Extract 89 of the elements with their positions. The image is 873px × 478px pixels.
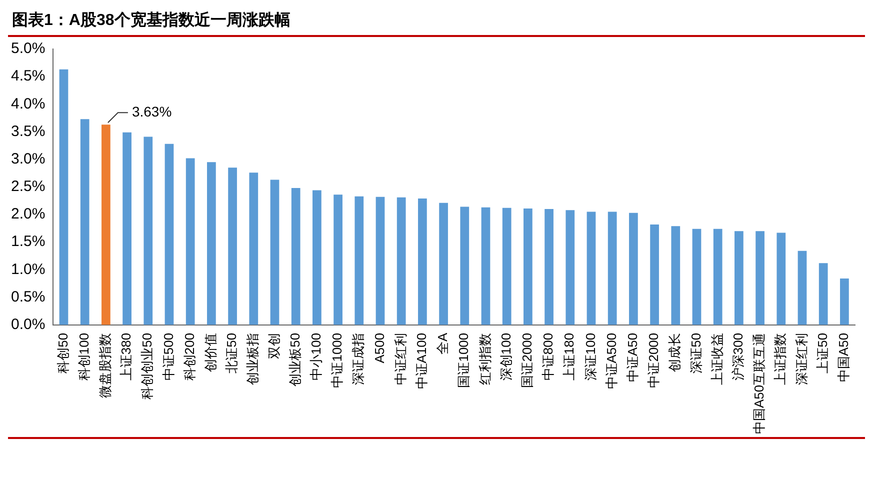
x-tick-label: 国证2000	[520, 332, 535, 388]
x-tick-label: 中国A50	[836, 332, 852, 382]
y-tick-label: 5.0%	[10, 40, 46, 58]
bar	[524, 208, 532, 325]
x-tick-label: 科创200	[182, 332, 197, 381]
x-tick-label: 中证500	[160, 332, 176, 381]
bar	[460, 206, 470, 325]
y-tick-label: 4.5%	[10, 68, 46, 85]
x-tick-label: 深创100	[498, 332, 514, 381]
y-tick-label: 3.0%	[10, 150, 46, 168]
x-tick-label: A500	[372, 332, 387, 364]
y-tick-label: 0.5%	[10, 288, 46, 306]
bar	[502, 208, 512, 325]
bar	[439, 202, 448, 325]
x-tick-label: 全A	[435, 332, 450, 355]
x-tick-label: 中证A500	[604, 332, 619, 390]
x-tick-label: 沪深300	[730, 332, 746, 381]
bar	[776, 232, 786, 325]
bar	[713, 228, 722, 325]
bar	[818, 263, 828, 325]
bar	[102, 124, 110, 325]
bar	[164, 144, 174, 325]
x-tick-label: 微盘股指数	[98, 332, 113, 398]
bar	[629, 212, 638, 325]
x-tick-label: 深证50	[688, 332, 704, 374]
bar	[840, 278, 849, 325]
bar	[207, 162, 216, 325]
x-tick-label: 红利指数	[477, 332, 492, 385]
x-tick-label: 中证1000	[330, 332, 345, 388]
x-tick-label: 科创100	[76, 332, 92, 381]
bar	[334, 194, 342, 325]
bar	[291, 188, 300, 325]
x-tick-label: 双创	[266, 332, 282, 359]
chart-title: 图表1：A股38个宽基指数近一周涨跌幅	[8, 8, 865, 37]
bar	[144, 136, 153, 325]
bar	[566, 210, 575, 325]
y-tick-label: 1.5%	[10, 233, 46, 250]
bar	[354, 196, 364, 325]
x-tick-label: 创业板指	[245, 332, 260, 385]
x-tick-label: 深证成指	[350, 332, 366, 385]
x-tick-label: 中证2000	[646, 332, 662, 388]
bar	[734, 231, 744, 325]
y-tick-label: 1.0%	[10, 260, 46, 278]
x-tick-label: 科创创业50	[140, 332, 155, 400]
x-tick-label: 中证红利	[392, 332, 408, 385]
bar	[586, 212, 596, 325]
x-tick-label: 上证50	[814, 332, 830, 374]
bar	[376, 196, 385, 325]
bar	[186, 158, 195, 325]
x-tick-label: 深证红利	[794, 332, 809, 385]
y-tick-label: 4.0%	[10, 95, 46, 112]
bar	[481, 207, 490, 325]
bar	[122, 132, 132, 325]
x-tick-label: 创成长	[667, 332, 682, 372]
x-tick-label: 中国A50互联互通	[752, 332, 767, 434]
bar	[59, 69, 68, 325]
y-tick-label: 0.0%	[10, 316, 46, 334]
bar	[544, 209, 554, 325]
bar	[249, 172, 258, 325]
bar	[312, 190, 322, 325]
bar	[671, 226, 680, 325]
y-tick-label: 2.5%	[10, 178, 46, 196]
x-tick-label: 国证1000	[456, 332, 472, 388]
x-tick-label: 上证收益	[709, 332, 724, 385]
bar	[650, 224, 659, 325]
x-tick-label: 创价值	[203, 332, 218, 372]
bar	[756, 231, 764, 325]
data-label: 3.63%	[132, 103, 172, 120]
x-tick-label: 上证380	[118, 332, 134, 381]
x-tick-label: 中证800	[540, 332, 556, 381]
x-tick-label: 科创50	[55, 332, 70, 374]
bar	[270, 180, 280, 325]
x-tick-label: 创业板50	[287, 332, 302, 386]
bar	[798, 250, 807, 325]
x-tick-label: 深证100	[582, 332, 598, 381]
bar	[228, 168, 237, 325]
y-tick-label: 2.0%	[10, 206, 46, 223]
y-tick-label: 3.5%	[10, 122, 46, 140]
bar	[692, 228, 702, 325]
x-tick-label: 北证50	[224, 332, 240, 374]
x-tick-label: 中证A100	[414, 332, 430, 390]
bar	[418, 198, 427, 325]
bar	[608, 212, 617, 325]
x-tick-label: 中证A50	[625, 332, 640, 382]
bar	[80, 119, 90, 325]
bar	[396, 197, 406, 325]
x-tick-label: 中小100	[308, 332, 324, 381]
x-tick-label: 上证180	[562, 332, 577, 381]
x-tick-label: 上证指数	[772, 332, 788, 385]
